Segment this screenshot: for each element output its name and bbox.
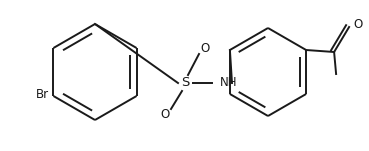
Text: NH: NH — [220, 77, 238, 90]
Text: O: O — [200, 42, 210, 56]
Text: S: S — [181, 77, 189, 90]
Text: Br: Br — [36, 87, 49, 101]
Text: O: O — [161, 108, 170, 120]
Text: O: O — [353, 19, 362, 32]
